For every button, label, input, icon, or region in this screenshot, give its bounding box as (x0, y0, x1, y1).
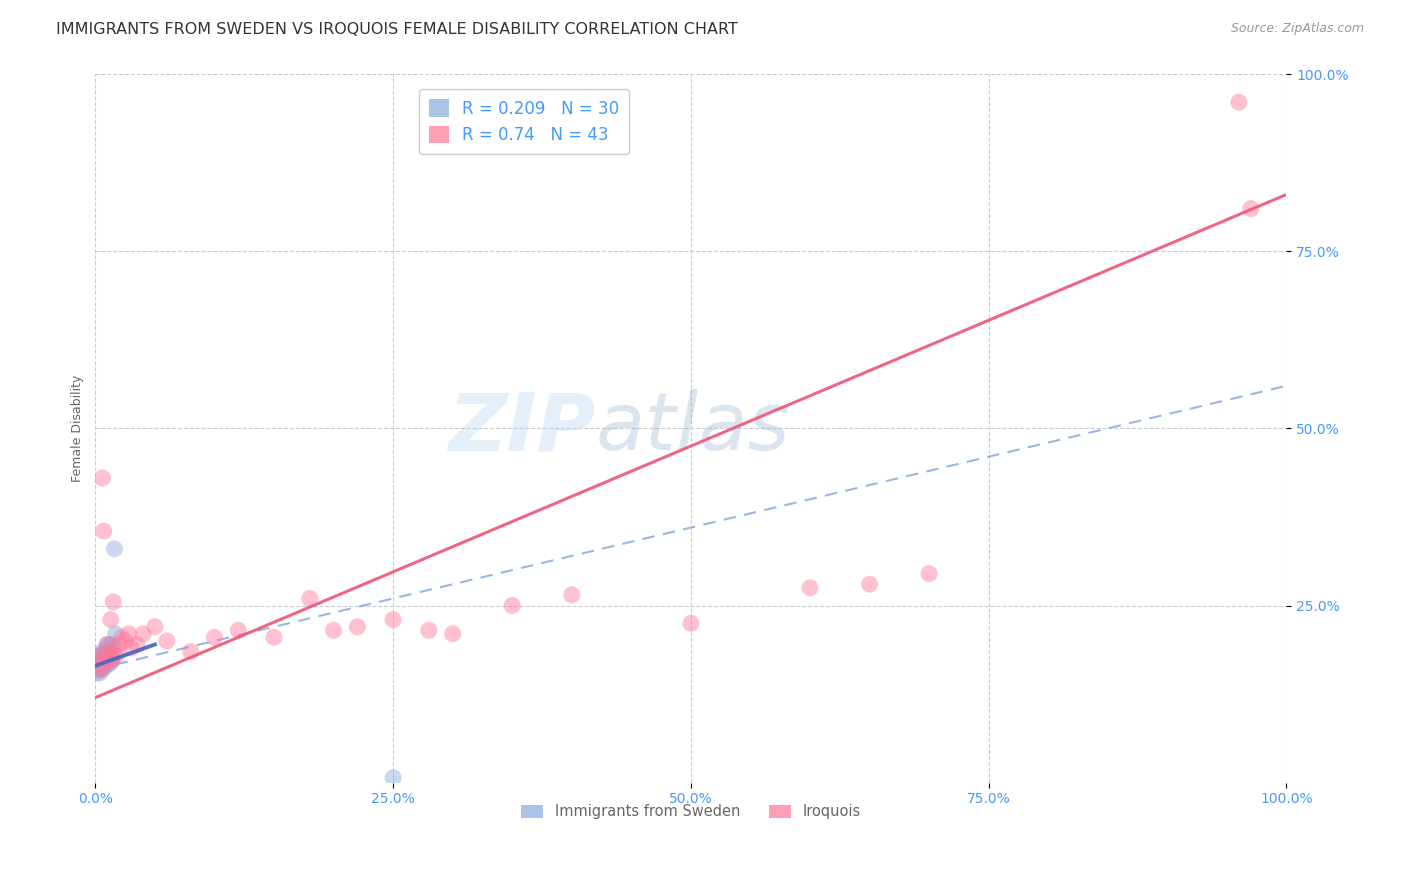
Point (180, 644, 202, 658)
Point (100, 638, 122, 652)
Point (156, 634, 179, 648)
Point (90, 662, 112, 676)
Point (1227, 95, 1250, 110)
Point (103, 647, 125, 661)
Point (91, 644, 114, 658)
Point (103, 595, 125, 609)
Point (105, 648, 128, 662)
Point (103, 641, 125, 656)
Point (101, 651, 124, 665)
Point (561, 588, 583, 602)
Point (101, 654, 124, 668)
Point (89, 648, 111, 662)
Point (918, 566, 941, 581)
Point (87, 662, 110, 676)
Point (93, 524, 115, 538)
Point (98, 657, 121, 671)
Point (87, 662, 110, 676)
Point (93, 651, 115, 665)
Point (87, 651, 110, 665)
Point (98, 644, 121, 658)
Point (226, 624, 249, 638)
Point (143, 620, 166, 634)
Point (132, 627, 155, 641)
Point (799, 581, 821, 595)
Point (118, 627, 141, 641)
Point (263, 631, 285, 645)
Point (1240, 202, 1263, 216)
Point (441, 627, 464, 641)
Point (108, 638, 131, 652)
Point (90, 654, 112, 668)
Point (97, 651, 120, 665)
Text: ZIP: ZIP (449, 389, 596, 467)
Point (94, 651, 117, 665)
Point (204, 631, 226, 645)
Point (90, 657, 112, 671)
Text: Source: ZipAtlas.com: Source: ZipAtlas.com (1230, 22, 1364, 36)
Text: atlas: atlas (596, 389, 790, 467)
Point (89, 648, 111, 662)
Point (96, 641, 118, 656)
Point (86, 665, 108, 680)
Point (91, 662, 114, 676)
Point (110, 631, 132, 645)
Point (100, 654, 122, 668)
Point (858, 577, 880, 591)
Point (89, 665, 111, 680)
Point (120, 641, 142, 656)
Point (382, 771, 405, 785)
Point (103, 541, 125, 556)
Point (93, 657, 115, 671)
Point (94, 655, 117, 669)
Point (91, 471, 114, 485)
Point (679, 616, 702, 631)
Y-axis label: Female Disability: Female Disability (72, 375, 84, 482)
Point (94, 657, 117, 671)
Point (114, 634, 136, 648)
Point (104, 627, 127, 641)
Legend: Immigrants from Sweden, Iroquois: Immigrants from Sweden, Iroquois (515, 798, 866, 825)
Point (418, 624, 440, 638)
Point (96, 638, 118, 652)
Point (94, 649, 117, 664)
Point (96, 638, 118, 652)
Point (90, 649, 112, 664)
Point (97, 647, 120, 661)
Point (100, 613, 122, 627)
Point (382, 613, 405, 627)
Point (87, 651, 110, 665)
Text: IMMIGRANTS FROM SWEDEN VS IROQUOIS FEMALE DISABILITY CORRELATION CHART: IMMIGRANTS FROM SWEDEN VS IROQUOIS FEMAL… (56, 22, 738, 37)
Point (298, 591, 321, 606)
Point (87, 658, 110, 673)
Point (322, 624, 344, 638)
Point (346, 620, 368, 634)
Point (94, 658, 117, 673)
Point (87, 655, 110, 669)
Point (97, 649, 120, 664)
Point (94, 647, 117, 661)
Point (125, 638, 148, 652)
Point (501, 599, 523, 613)
